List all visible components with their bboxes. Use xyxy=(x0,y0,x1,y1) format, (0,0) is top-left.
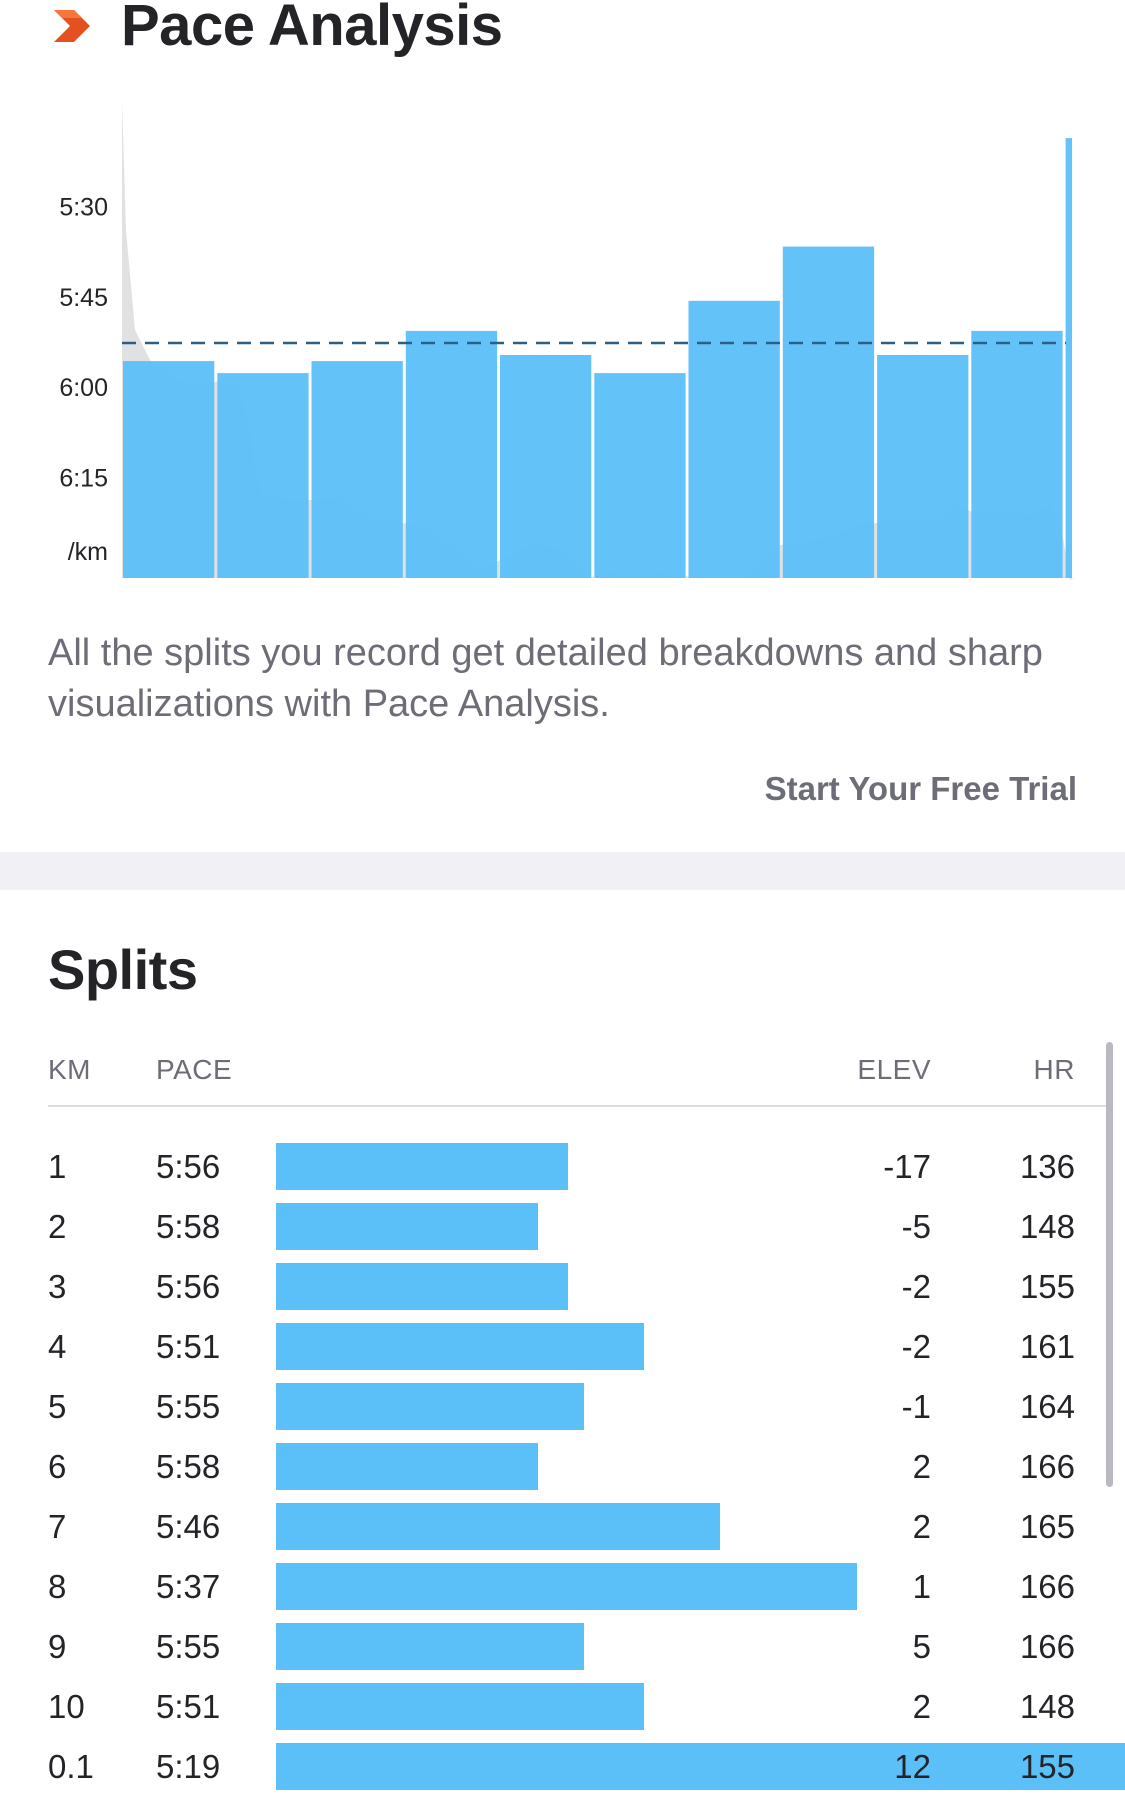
table-row: 3 5:56 -2 155 xyxy=(0,1257,1125,1317)
split-pace-bar xyxy=(276,1623,584,1670)
pace-analysis-description: All the splits you record get detailed b… xyxy=(48,632,1043,725)
pace-bar-split-4 xyxy=(405,330,498,578)
table-row: 9 5:55 5 166 xyxy=(0,1617,1125,1677)
table-row: 4 5:51 -2 161 xyxy=(0,1317,1125,1377)
split-heart-rate: 166 xyxy=(1019,1628,1075,1665)
split-pace-bar xyxy=(276,1683,644,1730)
column-header-elev: ELEV xyxy=(857,1054,931,1085)
split-pace: 5:51 xyxy=(156,1688,221,1725)
split-km: 3 xyxy=(48,1268,67,1305)
split-pace-bar xyxy=(276,1503,720,1550)
split-km: 8 xyxy=(48,1568,67,1605)
table-row: 6 5:58 2 166 xyxy=(0,1437,1125,1497)
column-header-pace: PACE xyxy=(156,1054,233,1085)
pace-bar-split-1 xyxy=(123,361,215,578)
split-elevation: 2 xyxy=(912,1448,931,1485)
table-row: 7 5:46 2 165 xyxy=(0,1497,1125,1557)
pace-analysis-header: Pace Analysis xyxy=(0,0,1125,60)
table-row: 8 5:37 1 166 xyxy=(0,1557,1125,1617)
pace-bar-split-3 xyxy=(311,361,403,578)
split-elevation: -2 xyxy=(901,1328,931,1365)
split-elevation: 1 xyxy=(912,1568,931,1605)
pace-chart: 5:30 5:45 6:00 6:15/km xyxy=(0,80,1125,600)
start-free-trial-link[interactable]: Start Your Free Trial xyxy=(764,770,1077,807)
pace-bar-split-5 xyxy=(500,355,592,578)
table-row: 10 5:51 2 148 xyxy=(0,1677,1125,1737)
splits-table: 1 5:56 -17 136 2 5:58 -5 148 3 5:56 -2 155 4 5:51 -2 16… xyxy=(0,1137,1125,1797)
split-heart-rate: 148 xyxy=(1019,1208,1075,1245)
chevron-right-logo-icon xyxy=(54,10,90,42)
split-pace-bar xyxy=(276,1443,538,1490)
split-pace: 5:56 xyxy=(156,1148,221,1185)
split-km: 5 xyxy=(48,1388,67,1425)
split-elevation: -5 xyxy=(901,1208,931,1245)
table-row: 0.1 5:19 12 155 xyxy=(0,1737,1125,1797)
split-km: 4 xyxy=(48,1328,67,1365)
splits-title: Splits xyxy=(48,938,198,1001)
split-elevation: -2 xyxy=(901,1268,931,1305)
pace-bar-split-8 xyxy=(782,246,875,578)
y-axis-unit-label: /km xyxy=(68,538,108,566)
split-pace-bar xyxy=(276,1743,1125,1790)
split-pace-bar xyxy=(276,1563,857,1610)
split-pace: 5:58 xyxy=(156,1448,221,1485)
scrollbar[interactable] xyxy=(1106,1042,1113,1487)
split-heart-rate: 165 xyxy=(1019,1508,1075,1545)
pace-bar-split-9 xyxy=(877,355,969,578)
split-elevation: -1 xyxy=(901,1388,931,1425)
split-heart-rate: 148 xyxy=(1019,1688,1075,1725)
split-pace: 5:37 xyxy=(156,1568,221,1605)
pace-bar-split-6 xyxy=(594,373,686,578)
split-heart-rate: 155 xyxy=(1019,1268,1075,1305)
pace-chart-svg: 5:30 5:45 6:00 6:15/km xyxy=(59,100,1074,580)
split-pace-bar xyxy=(276,1263,568,1310)
column-header-hr: HR xyxy=(1033,1054,1075,1085)
split-heart-rate: 166 xyxy=(1019,1568,1075,1605)
split-km: 2 xyxy=(48,1208,67,1245)
split-elevation: 2 xyxy=(912,1688,931,1725)
pace-bar-split-0.1 xyxy=(1065,138,1072,578)
table-row: 2 5:58 -5 148 xyxy=(0,1197,1125,1257)
page-title: Pace Analysis xyxy=(121,0,503,58)
split-pace: 5:19 xyxy=(156,1748,221,1785)
section-divider xyxy=(0,852,1125,890)
split-pace: 5:55 xyxy=(156,1628,221,1665)
pace-bar-split-7 xyxy=(688,300,780,578)
y-tick-label: 5:45 xyxy=(59,284,108,312)
y-tick-label: 5:30 xyxy=(59,193,108,221)
split-km: 1 xyxy=(48,1148,67,1185)
split-pace: 5:58 xyxy=(156,1208,221,1245)
split-elevation: 12 xyxy=(894,1748,931,1785)
split-km: 10 xyxy=(48,1688,85,1725)
split-pace: 5:55 xyxy=(156,1388,221,1425)
split-pace-bar xyxy=(276,1203,538,1250)
table-row: 5 5:55 -1 164 xyxy=(0,1377,1125,1437)
split-pace: 5:51 xyxy=(156,1328,221,1365)
split-elevation: 2 xyxy=(912,1508,931,1545)
split-pace-bar xyxy=(276,1143,568,1190)
split-heart-rate: 155 xyxy=(1019,1748,1075,1785)
split-heart-rate: 136 xyxy=(1019,1148,1075,1185)
split-pace: 5:46 xyxy=(156,1508,221,1545)
split-pace: 5:56 xyxy=(156,1268,221,1305)
split-elevation: -17 xyxy=(883,1148,931,1185)
split-pace-bar xyxy=(276,1383,584,1430)
split-km: 6 xyxy=(48,1448,67,1485)
split-heart-rate: 161 xyxy=(1019,1328,1075,1365)
split-km: 9 xyxy=(48,1628,67,1665)
pace-bar-split-10 xyxy=(971,330,1063,578)
split-heart-rate: 164 xyxy=(1019,1388,1075,1425)
header-divider xyxy=(48,1105,1113,1107)
split-km: 7 xyxy=(48,1508,67,1545)
split-km: 0.1 xyxy=(48,1748,94,1785)
y-tick-label: 6:00 xyxy=(59,374,108,402)
split-elevation: 5 xyxy=(912,1628,931,1665)
pace-bar-split-2 xyxy=(217,373,309,578)
table-row: 1 5:56 -17 136 xyxy=(0,1137,1125,1197)
split-pace-bar xyxy=(276,1323,644,1370)
split-heart-rate: 166 xyxy=(1019,1448,1075,1485)
column-header-km: KM xyxy=(48,1054,91,1085)
y-tick-label: 6:15 xyxy=(59,465,108,493)
